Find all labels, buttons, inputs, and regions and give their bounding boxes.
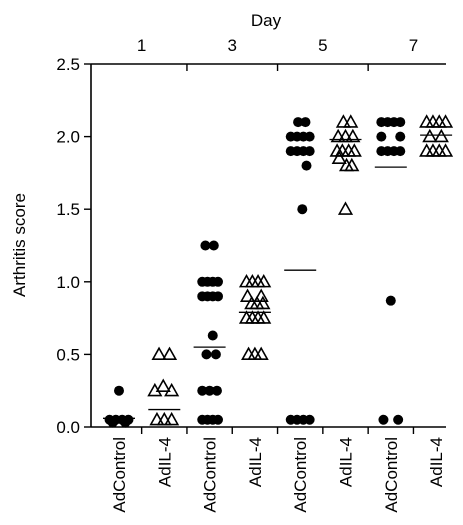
data-point-triangle [164, 411, 180, 426]
data-point-circle [395, 131, 406, 142]
data-point-triangle [155, 378, 171, 392]
data-point-circle [293, 117, 304, 128]
data-point-triangle [422, 128, 438, 143]
top-axis-ticks [186, 64, 369, 71]
data-point-triangle [419, 114, 435, 128]
data-point-triangle [344, 157, 360, 172]
data-point-circle [114, 385, 124, 396]
data-point-triangle [156, 411, 172, 426]
data-point-triangle [161, 346, 178, 361]
data-point-circle [300, 117, 311, 128]
y-tick-label: 1.5 [56, 200, 80, 219]
data-point-triangle [337, 128, 354, 143]
data-point-circle [213, 291, 223, 302]
day-axis-title: Day [251, 11, 282, 30]
x-category-labels: AdControl AdIL-4 AdControl AdIL-4 AdControl A… [110, 437, 446, 513]
data-point-triangle [151, 346, 167, 361]
data-point-triangle [431, 114, 447, 128]
data-point-circle [376, 131, 387, 142]
data-point-circle [395, 146, 406, 157]
y-tick-label: 1.0 [56, 273, 80, 292]
data-point-circle [213, 276, 223, 287]
data-point-circle [211, 385, 222, 396]
data-point-triangle [437, 143, 454, 157]
data-point-circle [107, 417, 118, 428]
data-point-triangle [343, 114, 359, 128]
data-point-circle [304, 414, 315, 425]
x-category-label: AdIL-4 [337, 437, 356, 487]
data-point-circle [393, 414, 404, 425]
day-label: 5 [318, 36, 327, 55]
data-point-triangle [425, 114, 441, 128]
data-point-triangle [431, 143, 447, 157]
data-point-triangle [335, 114, 351, 128]
data-point-triangle [437, 114, 454, 128]
data-point-triangle [256, 310, 272, 324]
x-category-label: AdIL-4 [427, 437, 446, 487]
data-point-triangle [149, 411, 165, 426]
data-point-circle [385, 295, 396, 306]
data-point-circle [304, 146, 315, 157]
x-category-label: AdControl [110, 437, 129, 513]
data-point-triangle [241, 346, 257, 361]
data-point-triangle [239, 288, 256, 302]
day-labels: 1 3 5 7 [137, 36, 418, 55]
data-point-circle [207, 330, 218, 341]
data-point-triangle [164, 382, 180, 397]
data-point-triangle [425, 143, 441, 157]
data-point-triangle [255, 295, 271, 310]
data-point-circle [208, 240, 219, 251]
x-axis-ticks [140, 427, 415, 434]
data-point-circle [395, 117, 406, 128]
data-point-circle [378, 414, 389, 425]
data-point-circle [197, 385, 208, 396]
data-point-circle [213, 414, 223, 425]
data-point-circle [204, 385, 215, 396]
y-axis-title: Arthritis score [10, 193, 29, 297]
data-point-triangle [346, 143, 362, 157]
y-tick-label: 2.0 [56, 128, 80, 147]
data-point-triangle [337, 201, 354, 215]
data-point-circle [201, 349, 212, 360]
data-point-triangle [253, 346, 269, 361]
data-point-triangle [256, 273, 272, 288]
y-tick-label: 2.5 [56, 55, 80, 74]
x-category-label: AdControl [291, 437, 310, 513]
x-category-label: AdControl [201, 437, 220, 513]
data-point-triangle [331, 150, 347, 165]
data-point-triangle [419, 143, 435, 157]
data-point-triangle [247, 346, 263, 361]
data-point-triangle [433, 128, 449, 143]
y-axis-ticks: 0.0 0.5 1.0 1.5 2.0 2.5 [56, 55, 91, 437]
data-point-circle [304, 131, 315, 142]
data-point-circle [120, 417, 131, 428]
day-label: 3 [228, 36, 237, 55]
y-tick-label: 0.0 [56, 418, 80, 437]
x-category-label: AdIL-4 [246, 437, 265, 487]
data-point-circle [301, 160, 312, 171]
day-label: 7 [409, 36, 418, 55]
x-category-label: AdControl [382, 437, 401, 513]
mean-lines [103, 134, 453, 419]
data-point-circle [200, 240, 211, 251]
data-point-triangle [330, 128, 346, 143]
data-point-triangle [345, 128, 361, 143]
data-point-circle [210, 349, 221, 360]
data-point-circle [297, 204, 308, 215]
y-tick-label: 0.5 [56, 345, 80, 364]
data-points [104, 114, 454, 428]
x-category-label: AdIL-4 [155, 437, 174, 487]
day-label: 1 [137, 36, 146, 55]
